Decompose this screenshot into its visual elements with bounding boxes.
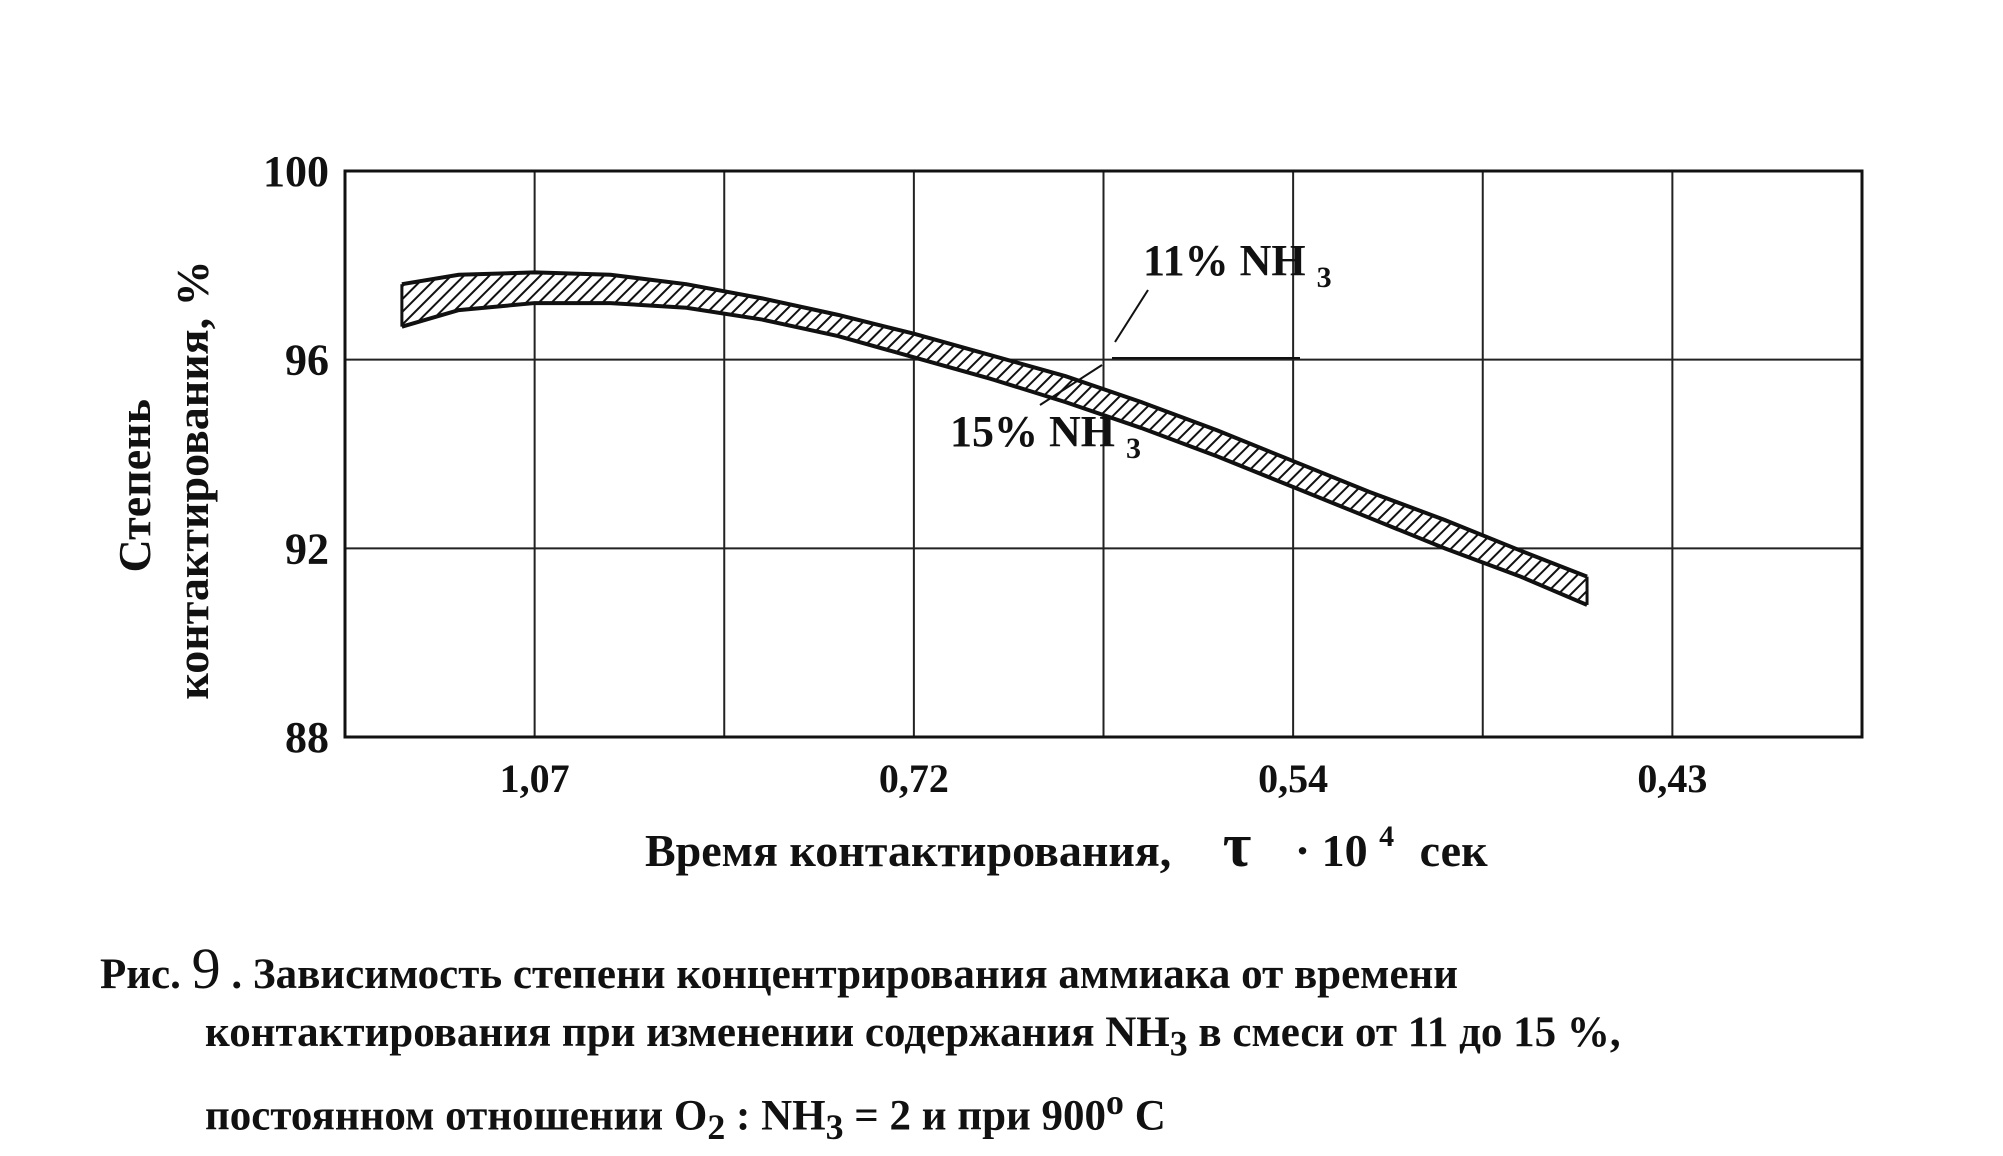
annotation-11-percent: 11% NH 3	[1143, 236, 1332, 294]
caption-line1-text: . Зависимость степени концентрирования а…	[231, 951, 1459, 998]
y-tick-label: 96	[285, 336, 329, 385]
caption-line2-a: контактирования при изменении содержания…	[205, 1009, 1170, 1056]
y-axis-title-line1: Степень	[109, 399, 160, 572]
annotation-15-sub: 3	[1126, 432, 1141, 465]
chart-grid	[345, 171, 1862, 737]
x-axis-title-multiplier: · 10	[1295, 825, 1368, 876]
caption-line-3: постоянном отношении O2 : NH3 = 2 и при …	[100, 1073, 1980, 1156]
leader-line-11-percent	[1114, 289, 1149, 343]
x-tick-label: 0,43	[1637, 756, 1707, 801]
x-axis-title-exponent: 4	[1379, 820, 1394, 853]
x-axis-title-unit: сек	[1420, 825, 1488, 876]
caption-line3-sup: o	[1106, 1081, 1124, 1122]
caption-figure-number: 9	[191, 936, 221, 1001]
annotation-11-main: 11% NH	[1143, 236, 1306, 285]
y-tick-labels: 100 96 92 88	[263, 147, 329, 762]
annotation-11-sub: 3	[1317, 261, 1332, 294]
x-axis-title-symbol: τ	[1223, 812, 1252, 880]
data-band-group	[400, 270, 1589, 607]
y-tick-label: 92	[285, 524, 329, 573]
caption-line3-d: C	[1123, 1091, 1166, 1139]
caption-line2-b: в смеси от 11 до 15 %,	[1187, 1009, 1621, 1056]
x-axis-title: Время контактирования, τ · 10 4 сек	[645, 805, 1488, 880]
series-line-15-percent	[401, 301, 1588, 607]
annotation-leaders	[1039, 289, 1300, 406]
caption-line-2: контактирования при изменении содержания…	[100, 1004, 1980, 1073]
y-tick-label: 100	[263, 147, 329, 196]
x-tick-label: 0,72	[879, 756, 949, 801]
caption-line3-b: : NH	[725, 1091, 826, 1139]
caption-line2-sub: 3	[1169, 1023, 1188, 1064]
series-line-11-percent	[401, 270, 1588, 579]
plot-frame	[343, 169, 1864, 739]
y-axis-title-line2: контактирования, %	[167, 260, 218, 699]
x-axis-title-text: Время контактирования,	[645, 825, 1171, 876]
caption-line3-c: = 2 и при 900	[843, 1091, 1107, 1139]
y-tick-label: 88	[285, 713, 329, 762]
x-tick-label: 0,54	[1258, 756, 1328, 801]
y-axis-title: Степень контактирования, %	[109, 260, 218, 699]
caption-line3-a: постоянном отношении O	[205, 1091, 708, 1139]
caption-prefix: Рис.	[100, 951, 181, 998]
annotation-15-percent: 15% NH 3	[950, 407, 1141, 465]
leader-line-15-percent	[1039, 364, 1103, 406]
x-tick-label: 1,07	[500, 756, 570, 801]
x-tick-labels: 1,07 0,72 0,54 0,43	[500, 756, 1708, 801]
caption-line3-sub1: 2	[707, 1106, 726, 1147]
caption-line3-sub2: 3	[825, 1106, 844, 1147]
caption-line-1: Рис. 9 . Зависимость степени концентриро…	[100, 940, 1980, 1004]
figure-caption: Рис. 9 . Зависимость степени концентриро…	[100, 940, 1980, 1156]
annotation-15-main: 15% NH	[950, 407, 1115, 456]
